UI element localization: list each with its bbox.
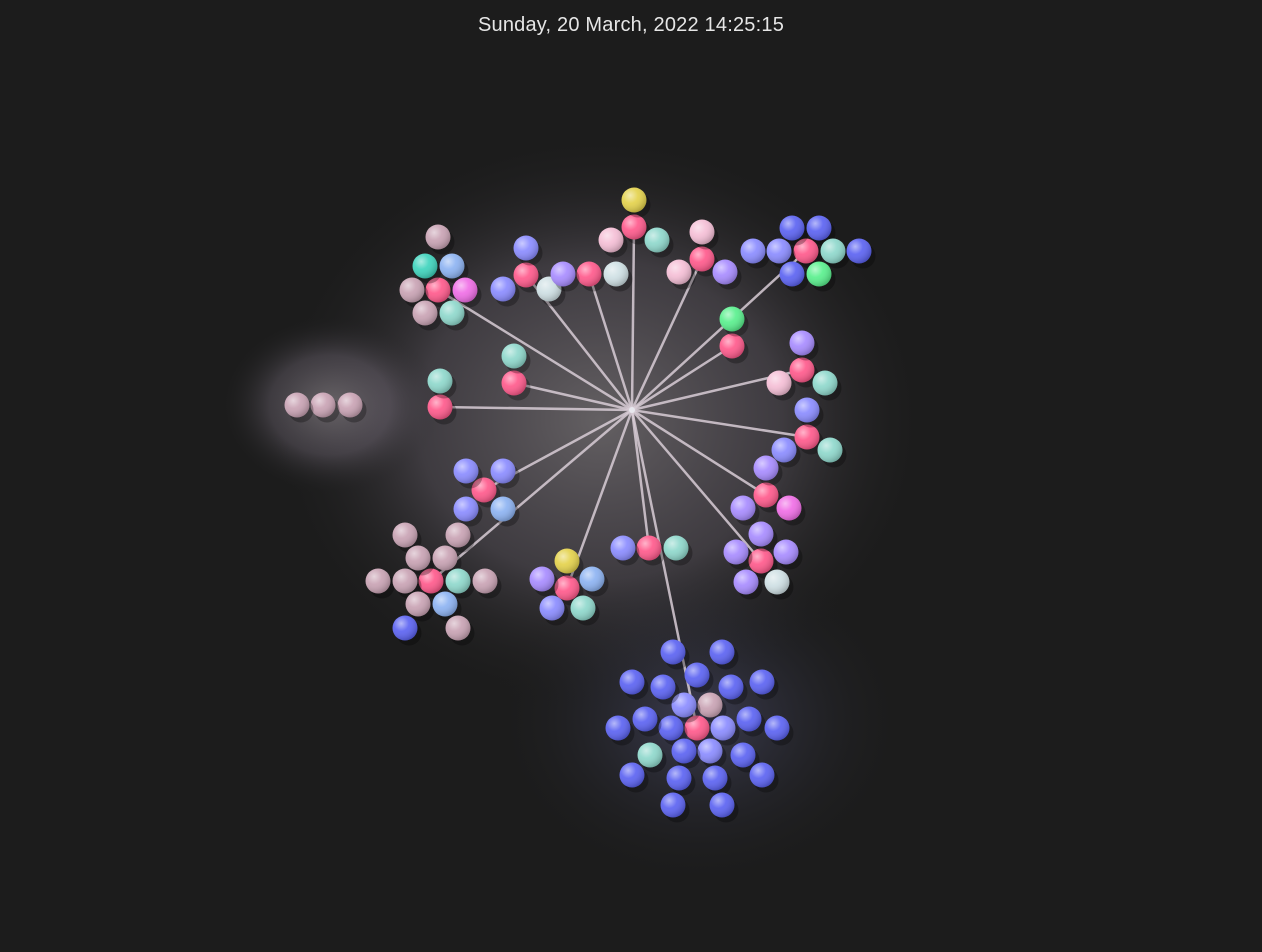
center-node[interactable] bbox=[629, 407, 635, 413]
timestamp: Sunday, 20 March, 2022 14:25:15 bbox=[0, 14, 1262, 37]
